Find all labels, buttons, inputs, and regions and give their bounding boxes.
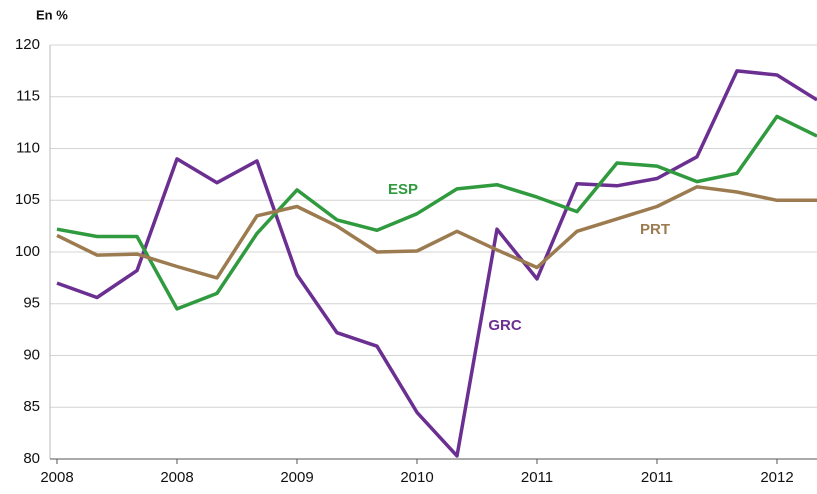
y-tick-label: 120	[15, 36, 40, 53]
series-label: GRC	[488, 317, 522, 334]
series-label: PRT	[640, 221, 670, 238]
x-tick-label: 2009	[280, 469, 313, 486]
y-tick-label: 115	[16, 88, 40, 105]
y-tick-label: 80	[23, 450, 40, 467]
y-tick-label: 105	[15, 191, 40, 208]
y-axis-unit: En %	[36, 7, 68, 22]
x-tick-label: 2011	[641, 469, 673, 486]
y-tick-label: 85	[23, 398, 40, 415]
y-tick-label: 95	[23, 295, 40, 312]
series-line	[56, 69, 817, 458]
x-tick-label: 2008	[40, 469, 73, 486]
y-tick-label: 110	[16, 139, 40, 156]
y-tick-label: 90	[23, 346, 40, 363]
series-label: ESP	[388, 181, 418, 198]
series-line	[56, 185, 817, 280]
x-tick-label: 2008	[160, 469, 193, 486]
x-tick-label: 2010	[400, 469, 433, 486]
x-tick-label: 2011	[521, 469, 553, 486]
y-tick-label: 100	[15, 243, 40, 260]
series-line	[56, 114, 817, 311]
x-tick-label: 2012	[760, 469, 793, 486]
